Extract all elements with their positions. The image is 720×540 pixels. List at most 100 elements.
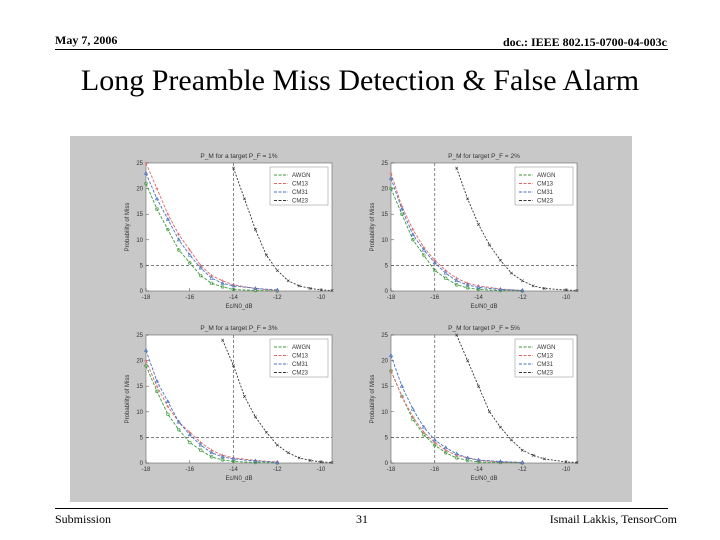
chart-title: P_M for target P_F = 5%	[448, 325, 520, 332]
y-tick-label: 10	[381, 238, 388, 244]
x-tick-label: -16	[430, 467, 439, 473]
data-point	[477, 222, 481, 226]
y-tick-label: 5	[385, 435, 389, 441]
data-point	[319, 288, 323, 292]
data-point	[209, 281, 214, 286]
y-tick-label: 15	[381, 384, 388, 390]
y-tick-label: 25	[381, 161, 388, 167]
data-point	[188, 440, 192, 445]
data-point	[177, 233, 181, 237]
y-tick-label: 25	[136, 161, 143, 167]
y-tick-label: 5	[140, 263, 144, 269]
x-tick-label: -10	[562, 467, 571, 473]
series-line-cm31	[390, 178, 523, 291]
data-point	[220, 454, 225, 459]
legend-label: CM31	[292, 362, 309, 368]
series-line-cm13	[145, 162, 278, 292]
legend-label: CM13	[537, 182, 554, 188]
x-tick-label: -18	[142, 467, 151, 473]
data-point	[531, 453, 535, 457]
data-point	[389, 186, 393, 191]
data-point	[177, 428, 181, 432]
y-tick-label: 10	[381, 410, 388, 416]
series-line-cm31	[390, 355, 523, 463]
data-point	[487, 410, 491, 414]
legend-box	[269, 166, 329, 206]
x-axis-label: Ec/N0_dB	[470, 304, 497, 310]
data-point	[286, 279, 290, 283]
data-point	[509, 271, 513, 275]
y-tick-label: 20	[381, 187, 388, 193]
data-point	[520, 460, 525, 464]
y-tick-label: 15	[381, 212, 388, 218]
x-tick-label: -16	[430, 295, 439, 301]
x-tick-label: -18	[142, 295, 151, 301]
legend-label: CM31	[537, 190, 554, 196]
data-point	[154, 378, 160, 383]
y-tick-label: 5	[385, 263, 389, 269]
x-axis-label: Ec/N0_dB	[225, 304, 252, 310]
series-line-awgn	[145, 365, 278, 464]
data-point	[411, 415, 415, 419]
data-point	[422, 430, 426, 434]
data-point	[176, 237, 181, 242]
legend-label: AWGN	[292, 173, 310, 179]
data-point	[176, 419, 181, 424]
data-point	[410, 232, 415, 237]
data-point	[144, 161, 148, 165]
data-point	[454, 278, 459, 283]
data-point	[509, 438, 513, 442]
x-tick-label: -14	[474, 295, 483, 301]
data-point	[466, 359, 470, 363]
data-point	[198, 442, 203, 447]
footer-rule	[55, 508, 668, 509]
data-point	[221, 338, 225, 342]
series-line-awgn	[390, 370, 523, 464]
data-point	[454, 283, 459, 287]
y-tick-label: 0	[385, 289, 389, 295]
x-axis-label: Ec/N0_dB	[470, 476, 497, 482]
chart-panel-4: P_M for target P_F = 5% -18 -16 -14 -12 -10 0 5…	[370, 325, 579, 482]
data-point	[209, 275, 214, 280]
data-point	[165, 399, 170, 403]
chart-grid-svg: P_M for a target P_F = 1% -18 -16 -14 -12 -10…	[125, 153, 579, 482]
data-point	[542, 457, 546, 461]
data-point	[575, 288, 579, 293]
data-point	[476, 287, 481, 292]
legend-box	[514, 166, 574, 206]
x-tick-label: -10	[562, 295, 571, 301]
y-axis-label: Probability of Miss	[370, 375, 376, 424]
chart-panel-3: P_M for a target P_F = 3% -18 -16 -14 -12 -10…	[125, 325, 334, 482]
legend-box	[269, 338, 329, 378]
data-point	[432, 260, 437, 265]
data-point	[275, 269, 279, 273]
data-point	[253, 228, 257, 232]
data-point	[188, 248, 192, 252]
data-point	[520, 448, 524, 452]
x-tick-label: -12	[518, 467, 527, 473]
header-date: May 7, 2006	[55, 33, 118, 47]
data-point	[410, 406, 415, 411]
x-tick-label: -18	[387, 295, 396, 301]
data-point	[575, 460, 579, 465]
series-line-cm13	[390, 370, 523, 463]
data-point	[564, 460, 568, 464]
data-point	[144, 181, 148, 186]
y-axis-label: Probability of Miss	[125, 203, 131, 252]
data-point	[286, 451, 290, 455]
x-tick-label: -10	[317, 295, 326, 301]
data-point	[143, 170, 149, 175]
data-point	[308, 286, 312, 290]
data-point	[400, 394, 404, 399]
data-point	[520, 279, 524, 283]
data-point	[433, 440, 437, 445]
series-line-cm31	[145, 350, 278, 463]
legend-label: CM13	[537, 354, 554, 360]
data-point	[199, 448, 203, 452]
data-point	[443, 445, 448, 450]
data-point	[155, 187, 159, 191]
data-point	[465, 455, 470, 460]
data-point	[232, 166, 236, 170]
footer-page-number: 31	[356, 512, 368, 526]
data-point	[400, 212, 404, 216]
